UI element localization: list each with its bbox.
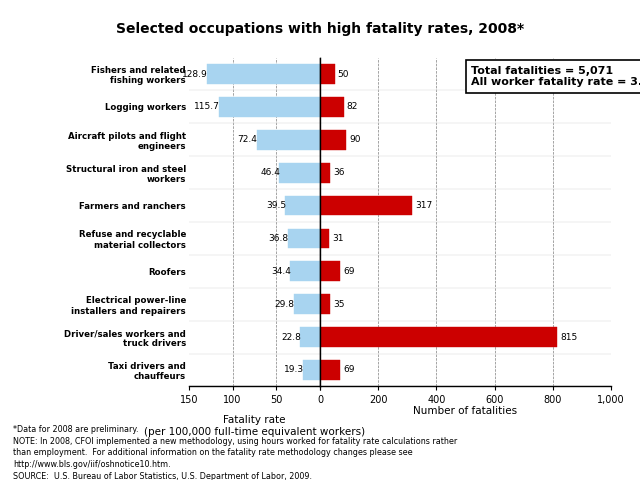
- Text: 69: 69: [343, 365, 355, 374]
- Text: 19.3: 19.3: [284, 365, 304, 374]
- Text: 69: 69: [343, 267, 355, 276]
- Bar: [303, 360, 320, 380]
- Bar: [288, 228, 320, 248]
- Text: 31: 31: [332, 234, 344, 243]
- Text: 36.8: 36.8: [269, 234, 289, 243]
- Text: *Data for 2008 are preliminary.
NOTE: In 2008, CFOI implemented a new methodolog: *Data for 2008 are preliminary. NOTE: In…: [13, 425, 457, 480]
- Text: 36: 36: [333, 168, 345, 177]
- Text: 115.7: 115.7: [194, 102, 220, 111]
- Bar: [280, 163, 320, 182]
- Text: 22.8: 22.8: [281, 333, 301, 342]
- Text: Total fatalities = 5,071
All worker fatality rate = 3.6: Total fatalities = 5,071 All worker fata…: [472, 66, 640, 87]
- Bar: [320, 130, 346, 150]
- Bar: [294, 294, 320, 314]
- Text: 29.8: 29.8: [275, 300, 295, 309]
- Text: Selected occupations with high fatality rates, 2008*: Selected occupations with high fatality …: [116, 22, 524, 36]
- Bar: [257, 130, 320, 150]
- Bar: [320, 262, 340, 281]
- Text: Number of fatalities: Number of fatalities: [413, 406, 517, 416]
- Bar: [285, 196, 320, 216]
- Bar: [320, 97, 344, 117]
- Bar: [320, 327, 557, 347]
- Text: 46.4: 46.4: [260, 168, 280, 177]
- Text: 815: 815: [560, 333, 577, 342]
- Text: Fatality rate
(per 100,000 full-time equivalent workers): Fatality rate (per 100,000 full-time equ…: [144, 415, 365, 437]
- Text: 72.4: 72.4: [237, 135, 257, 144]
- Bar: [300, 327, 320, 347]
- Text: 50: 50: [337, 70, 349, 79]
- Bar: [320, 294, 330, 314]
- Bar: [219, 97, 320, 117]
- Text: 82: 82: [347, 102, 358, 111]
- Bar: [290, 262, 320, 281]
- Bar: [320, 360, 340, 380]
- Text: 90: 90: [349, 135, 360, 144]
- Text: 39.5: 39.5: [266, 201, 286, 210]
- Bar: [320, 163, 330, 182]
- Bar: [320, 196, 412, 216]
- Bar: [207, 64, 320, 84]
- Text: 34.4: 34.4: [271, 267, 291, 276]
- Bar: [320, 228, 329, 248]
- Text: 128.9: 128.9: [182, 70, 208, 79]
- Text: 317: 317: [415, 201, 433, 210]
- Text: 35: 35: [333, 300, 344, 309]
- Bar: [320, 64, 335, 84]
